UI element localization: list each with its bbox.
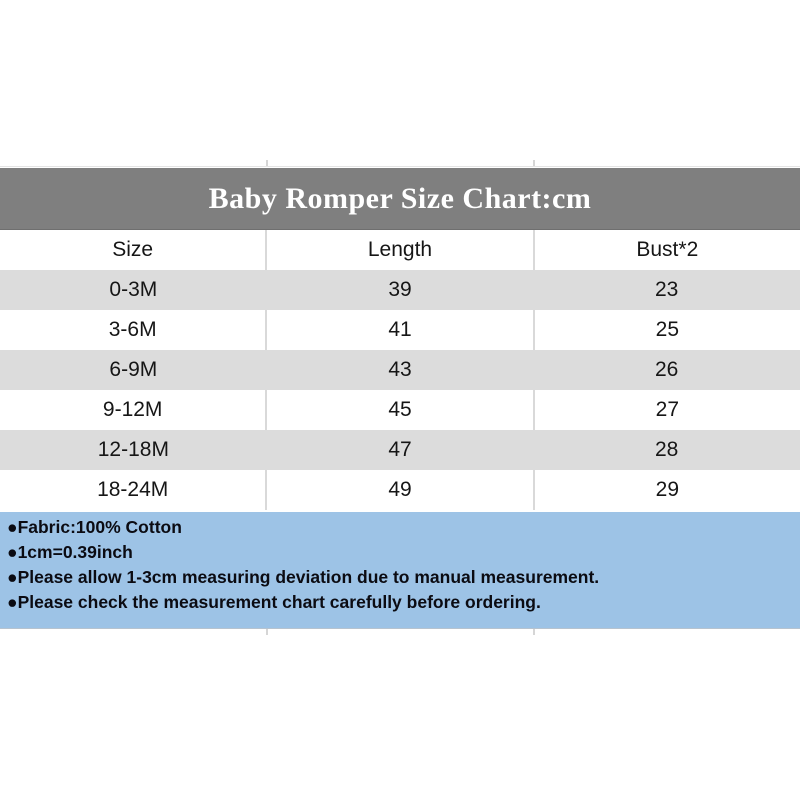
cell-bust: 28 xyxy=(655,438,679,461)
table-row: 3-6M 41 25 xyxy=(0,310,800,350)
grid-tick xyxy=(533,629,535,635)
note-check-chart: ●Please check the measurement chart care… xyxy=(7,592,541,612)
cell-bust: 23 xyxy=(655,278,679,301)
cell-size: 12-18M xyxy=(97,438,169,461)
grid-tick xyxy=(533,160,535,166)
note-fabric: ●Fabric:100% Cotton xyxy=(7,517,182,537)
title-bar: Baby Romper Size Chart:cm xyxy=(0,168,800,230)
column-header-bust: Bust*2 xyxy=(532,230,800,270)
cell-length: 39 xyxy=(388,278,412,301)
column-header-size: Size xyxy=(112,238,154,261)
cell-size: 3-6M xyxy=(108,318,157,341)
faint-top-divider xyxy=(0,166,800,167)
note-conversion: ●1cm=0.39inch xyxy=(7,542,133,562)
cell-size: 18-24M xyxy=(97,478,169,501)
column-header-length: Length xyxy=(265,230,532,270)
cell-bust: 29 xyxy=(532,470,800,510)
cell-length: 41 xyxy=(265,310,532,350)
grid-tick xyxy=(266,629,268,635)
table-row: 18-24M 49 29 xyxy=(0,470,800,510)
cell-length: 45 xyxy=(265,390,532,430)
table-row: 6-9M 43 26 xyxy=(0,350,800,390)
cell-size: 6-9M xyxy=(109,358,158,381)
size-table: Size Length Bust*2 0-3M 39 23 3-6M 41 25… xyxy=(0,230,800,510)
cell-bust: 26 xyxy=(655,358,679,381)
notes-panel: ●Fabric:100% Cotton ●1cm=0.39inch ●Pleas… xyxy=(0,512,800,629)
cell-bust: 25 xyxy=(532,310,800,350)
cell-length: 47 xyxy=(388,438,412,461)
cell-length: 43 xyxy=(388,358,412,381)
table-row: 12-18M 47 28 xyxy=(0,430,800,470)
cell-bust: 27 xyxy=(532,390,800,430)
table-row: 0-3M 39 23 xyxy=(0,270,800,310)
cell-length: 49 xyxy=(265,470,532,510)
cell-size: 9-12M xyxy=(102,398,163,421)
grid-tick xyxy=(266,160,268,166)
cell-size: 0-3M xyxy=(109,278,158,301)
page-title: Baby Romper Size Chart:cm xyxy=(208,181,592,215)
table-row: 9-12M 45 27 xyxy=(0,390,800,430)
note-deviation: ●Please allow 1-3cm measuring deviation … xyxy=(7,567,600,587)
table-header-row: Size Length Bust*2 xyxy=(0,230,800,270)
